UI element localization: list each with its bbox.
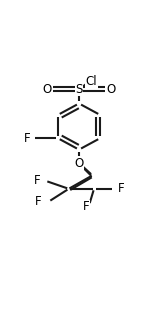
Text: F: F [118, 182, 124, 195]
Text: F: F [82, 200, 89, 213]
Text: O: O [106, 83, 115, 96]
Text: F: F [24, 131, 31, 145]
Text: F: F [34, 174, 40, 187]
Text: S: S [75, 83, 83, 96]
Text: O: O [74, 156, 84, 170]
Text: O: O [43, 83, 52, 96]
Text: Cl: Cl [85, 75, 97, 88]
Text: F: F [35, 195, 42, 209]
